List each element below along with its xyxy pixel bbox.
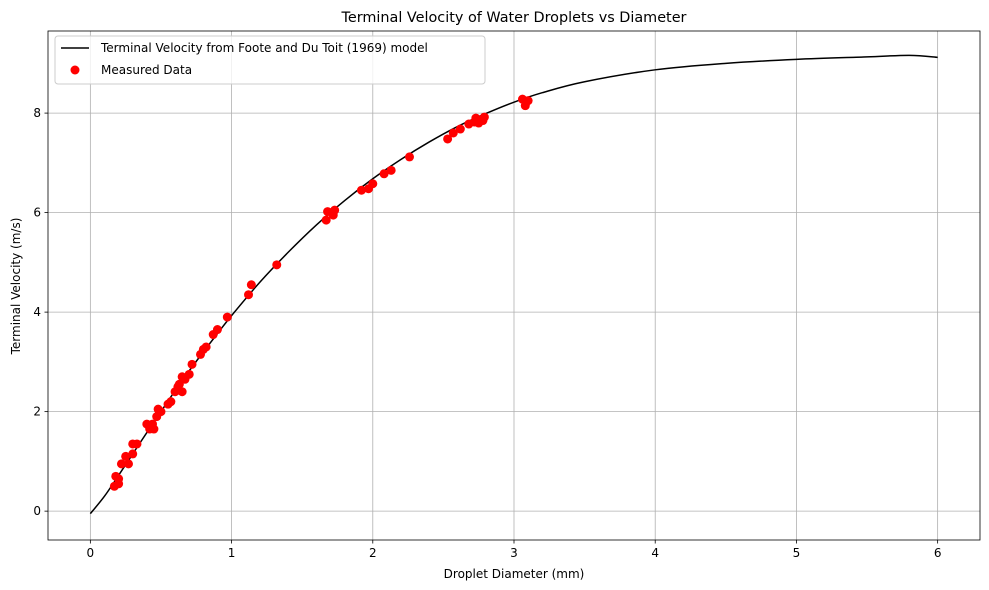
measured-point [321, 215, 331, 225]
measured-point [244, 290, 254, 300]
x-tick-label: 5 [793, 546, 801, 560]
measured-point [448, 128, 458, 138]
measured-point [166, 397, 176, 407]
legend-label-model: Terminal Velocity from Foote and Du Toit… [100, 41, 428, 55]
x-tick-label: 2 [369, 546, 377, 560]
series-layer [89, 54, 938, 515]
measured-point [114, 474, 124, 484]
legend-label-measured: Measured Data [101, 63, 192, 77]
measured-point [246, 280, 256, 290]
measured-point [201, 342, 211, 352]
y-tick-label: 2 [33, 405, 41, 419]
measured-point [368, 179, 378, 189]
legend: Terminal Velocity from Foote and Du Toit… [54, 35, 486, 85]
measured-point [128, 449, 138, 459]
measured-point [405, 152, 415, 162]
y-tick-label: 6 [33, 206, 41, 220]
legend-box [54, 35, 486, 85]
tick-layer: 0 1 2 3 4 5 6 0 2 4 6 8 [33, 106, 941, 560]
measured-point [187, 359, 197, 369]
measured-point [116, 459, 126, 469]
chart-title: Terminal Velocity of Water Droplets vs D… [341, 10, 687, 26]
measured-point [443, 134, 453, 144]
measured-point [156, 407, 166, 417]
x-tick-label: 3 [510, 546, 518, 560]
x-tick-label: 6 [934, 546, 942, 560]
measured-point [272, 260, 282, 270]
measured-point [379, 169, 389, 179]
y-tick-label: 4 [33, 305, 41, 319]
x-tick-label: 1 [228, 546, 236, 560]
y-tick-label: 8 [33, 106, 41, 120]
measured-point [356, 185, 366, 195]
measured-point [330, 205, 340, 215]
x-tick-label: 4 [651, 546, 659, 560]
measured-point [479, 112, 489, 122]
y-axis-label: Terminal Velocity (m/s) [9, 218, 23, 356]
legend-marker-swatch [70, 65, 80, 75]
measured-point [212, 325, 222, 335]
measured-point [123, 459, 133, 469]
measured-point [149, 424, 159, 434]
measured-point [455, 124, 465, 134]
measured-point [177, 387, 187, 397]
x-axis-label: Droplet Diameter (mm) [444, 567, 585, 581]
measured-point [222, 312, 232, 322]
measured-point [523, 96, 533, 106]
measured-point [132, 439, 142, 449]
measured-point [184, 369, 194, 379]
measured-point [386, 165, 396, 175]
grid-layer [48, 31, 980, 540]
y-tick-label: 0 [33, 504, 41, 518]
measured-point [121, 451, 131, 461]
x-tick-label: 0 [87, 546, 95, 560]
